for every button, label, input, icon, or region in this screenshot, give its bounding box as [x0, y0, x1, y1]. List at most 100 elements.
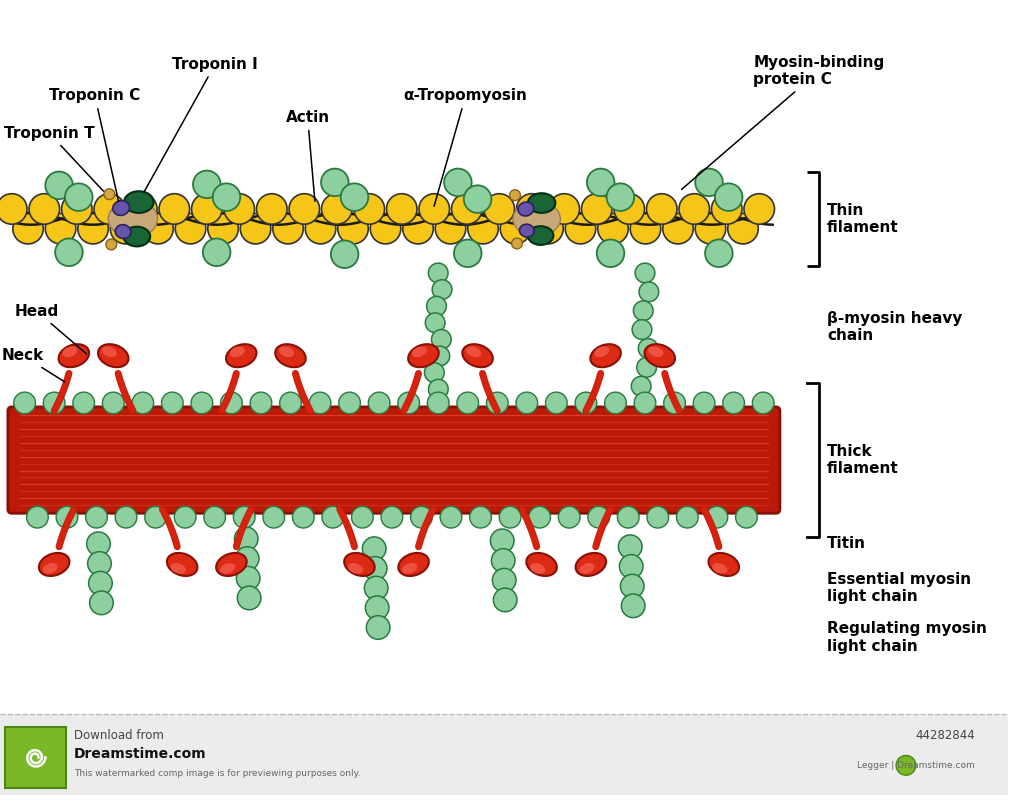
Circle shape: [102, 392, 124, 414]
Circle shape: [663, 213, 693, 244]
Circle shape: [634, 301, 653, 320]
Circle shape: [362, 537, 386, 561]
Circle shape: [331, 240, 358, 268]
Ellipse shape: [513, 201, 560, 236]
Circle shape: [510, 190, 520, 200]
Circle shape: [339, 392, 360, 414]
Ellipse shape: [466, 346, 481, 357]
Ellipse shape: [43, 563, 57, 574]
Circle shape: [371, 213, 400, 244]
Ellipse shape: [462, 344, 493, 367]
Ellipse shape: [216, 553, 247, 576]
Circle shape: [622, 594, 645, 618]
Circle shape: [45, 213, 76, 244]
Circle shape: [588, 506, 609, 528]
Ellipse shape: [279, 346, 294, 357]
Circle shape: [604, 392, 627, 414]
Ellipse shape: [402, 563, 417, 574]
Circle shape: [695, 213, 726, 244]
Ellipse shape: [275, 344, 306, 367]
Ellipse shape: [594, 346, 609, 357]
Ellipse shape: [580, 563, 595, 574]
Circle shape: [646, 194, 677, 224]
Circle shape: [78, 213, 109, 244]
Ellipse shape: [124, 227, 151, 247]
Circle shape: [432, 280, 452, 300]
Circle shape: [501, 213, 530, 244]
Circle shape: [630, 213, 660, 244]
Circle shape: [470, 506, 492, 528]
Circle shape: [162, 392, 183, 414]
Circle shape: [735, 506, 758, 528]
Circle shape: [354, 194, 385, 224]
Ellipse shape: [101, 346, 117, 357]
Ellipse shape: [519, 224, 535, 237]
Ellipse shape: [644, 344, 675, 367]
Circle shape: [142, 213, 173, 244]
Circle shape: [435, 213, 466, 244]
Circle shape: [43, 392, 65, 414]
Circle shape: [744, 194, 774, 224]
Text: Troponin T: Troponin T: [4, 126, 103, 191]
Circle shape: [621, 574, 644, 598]
Circle shape: [457, 392, 478, 414]
Circle shape: [677, 506, 698, 528]
Circle shape: [111, 213, 141, 244]
Circle shape: [88, 552, 112, 575]
Circle shape: [116, 506, 137, 528]
Circle shape: [707, 506, 728, 528]
Circle shape: [208, 213, 239, 244]
Circle shape: [13, 213, 43, 244]
Ellipse shape: [220, 563, 236, 574]
Circle shape: [272, 213, 303, 244]
Circle shape: [468, 213, 499, 244]
Text: Legger | Dreamstime.com: Legger | Dreamstime.com: [857, 761, 975, 770]
Circle shape: [723, 392, 744, 414]
Circle shape: [321, 168, 348, 196]
Text: Titin: Titin: [827, 537, 866, 551]
Circle shape: [486, 392, 508, 414]
Ellipse shape: [58, 344, 89, 367]
Ellipse shape: [124, 191, 154, 213]
Text: β-myosin heavy
chain: β-myosin heavy chain: [827, 311, 963, 344]
Text: Download from: Download from: [74, 729, 164, 743]
Circle shape: [127, 194, 157, 224]
Circle shape: [236, 547, 259, 570]
Text: Dreamstime.com: Dreamstime.com: [74, 747, 207, 760]
Text: α-Tropomyosin: α-Tropomyosin: [403, 88, 527, 207]
Circle shape: [89, 571, 113, 595]
Circle shape: [309, 392, 331, 414]
Circle shape: [492, 549, 515, 573]
Ellipse shape: [412, 346, 427, 357]
Ellipse shape: [530, 563, 545, 574]
Circle shape: [220, 392, 243, 414]
Circle shape: [614, 194, 644, 224]
Circle shape: [364, 557, 387, 580]
Circle shape: [86, 506, 108, 528]
Circle shape: [103, 189, 115, 199]
Circle shape: [263, 506, 285, 528]
Ellipse shape: [398, 553, 429, 576]
Circle shape: [493, 569, 516, 592]
Circle shape: [159, 194, 189, 224]
Circle shape: [144, 506, 167, 528]
Circle shape: [0, 194, 27, 224]
Circle shape: [94, 194, 125, 224]
Circle shape: [338, 213, 369, 244]
Circle shape: [367, 616, 390, 639]
Circle shape: [647, 506, 669, 528]
Circle shape: [73, 392, 94, 414]
Circle shape: [582, 194, 612, 224]
Circle shape: [193, 171, 220, 198]
Ellipse shape: [226, 344, 257, 367]
Text: Troponin C: Troponin C: [49, 88, 140, 201]
Circle shape: [305, 213, 336, 244]
Circle shape: [13, 392, 36, 414]
Circle shape: [289, 194, 319, 224]
Circle shape: [425, 313, 445, 332]
Circle shape: [598, 213, 629, 244]
Ellipse shape: [62, 346, 78, 357]
Circle shape: [90, 591, 114, 614]
Ellipse shape: [116, 225, 131, 239]
Circle shape: [634, 392, 655, 414]
